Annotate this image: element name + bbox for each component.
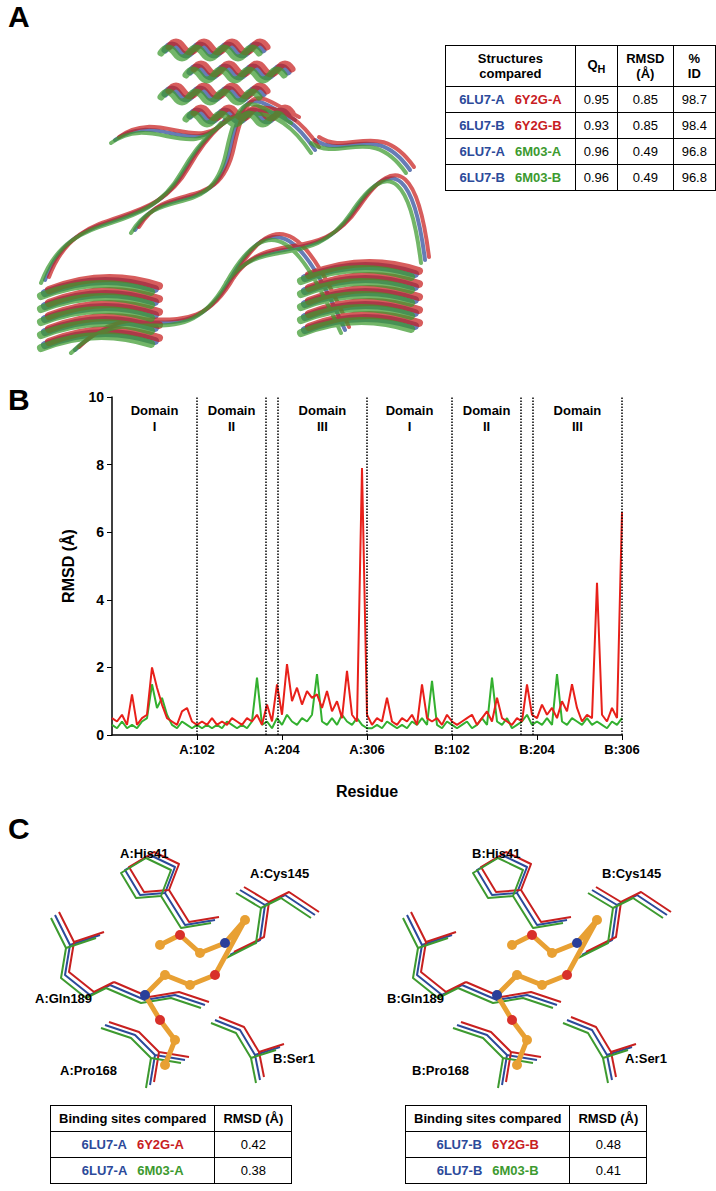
- html-text:6LU7-A: 6LU7-A: [81, 1137, 127, 1152]
- html-text:Binding sites compared: Binding sites compared: [59, 1111, 207, 1126]
- html-text:0.49: 0.49: [632, 170, 658, 185]
- svg-text:Domain: Domain: [131, 403, 179, 418]
- html-text:98.4: 98.4: [681, 118, 707, 133]
- svg-text:I: I: [153, 419, 157, 434]
- html-text:6LU7-B: 6LU7-B: [436, 1137, 482, 1152]
- svg-text:Residue: Residue: [336, 783, 398, 800]
- html-text:6Y2G-B: 6Y2G-B: [514, 118, 562, 133]
- svg-text:B:Gln189: B:Gln189: [387, 991, 444, 1006]
- svg-text:Domain: Domain: [463, 403, 511, 418]
- html-text:RMSD (Å): RMSD (Å): [223, 1111, 284, 1126]
- svg-text:10: 10: [88, 389, 104, 405]
- html-text:0.38: 0.38: [240, 1163, 266, 1178]
- svg-text:II: II: [228, 419, 235, 434]
- html-text:0.85: 0.85: [632, 92, 658, 107]
- svg-text:RMSD (Å): RMSD (Å): [59, 529, 77, 603]
- html-text:6Y2G-B: 6Y2G-B: [492, 1137, 539, 1152]
- svg-text:I: I: [408, 419, 412, 434]
- svg-text:2: 2: [96, 659, 104, 675]
- html-text:6LU7-A: 6LU7-A: [459, 92, 505, 107]
- svg-text:B:Ser1: B:Ser1: [273, 1051, 315, 1066]
- html-text:0.95: 0.95: [583, 92, 609, 107]
- svg-text:8: 8: [96, 457, 104, 473]
- html-text:QH: QH: [587, 57, 606, 75]
- html-text:6Y2G-A: 6Y2G-A: [137, 1137, 184, 1152]
- svg-text:III: III: [572, 419, 583, 434]
- svg-text:II: II: [483, 419, 490, 434]
- svg-text:B:Cys145: B:Cys145: [602, 866, 661, 881]
- html-text:0.41: 0.41: [595, 1163, 621, 1178]
- html-text:A: A: [8, 0, 30, 33]
- html-text:6Y2G-A: 6Y2G-A: [514, 92, 562, 107]
- html-text:6M03-A: 6M03-A: [137, 1163, 184, 1178]
- html-text:6M03-A: 6M03-A: [515, 144, 562, 159]
- html-text:6LU7-B: 6LU7-B: [459, 170, 505, 185]
- html-text:0.48: 0.48: [595, 1137, 621, 1152]
- html-text:B: B: [8, 383, 30, 416]
- svg-text:6: 6: [96, 524, 104, 540]
- svg-text:B:306: B:306: [604, 742, 639, 757]
- html-text:0.85: 0.85: [632, 118, 658, 133]
- html-text:6LU7-B: 6LU7-B: [436, 1163, 483, 1178]
- svg-text:A:Pro168: A:Pro168: [60, 1063, 117, 1078]
- html-text:96.8: 96.8: [681, 170, 707, 185]
- svg-text:Domain: Domain: [299, 403, 347, 418]
- svg-text:A:204: A:204: [264, 742, 300, 757]
- svg-text:Domain: Domain: [208, 403, 256, 418]
- html-text:6LU7-A: 6LU7-A: [459, 144, 505, 159]
- svg-text:B:Pro168: B:Pro168: [412, 1063, 469, 1078]
- html-text:RMSD (Å): RMSD (Å): [626, 51, 665, 81]
- html-text:% ID: % ID: [687, 51, 701, 81]
- html-text:0.96: 0.96: [583, 170, 609, 185]
- html-text:98.7: 98.7: [681, 92, 707, 107]
- html-text:0.93: 0.93: [583, 118, 609, 133]
- svg-text:A:Gln189: A:Gln189: [35, 991, 92, 1006]
- html-text:0.42: 0.42: [240, 1137, 266, 1152]
- html-text:0.96: 0.96: [583, 144, 609, 159]
- html-text:6M03-B: 6M03-B: [492, 1163, 539, 1178]
- svg-text:A:His41: A:His41: [120, 846, 168, 861]
- svg-text:Domain: Domain: [386, 403, 434, 418]
- svg-text:0: 0: [96, 727, 104, 743]
- html-text:96.8: 96.8: [681, 144, 707, 159]
- svg-text:B:204: B:204: [519, 742, 555, 757]
- svg-text:B:His41: B:His41: [472, 846, 520, 861]
- svg-text:B:102: B:102: [434, 742, 469, 757]
- html-text:RMSD (Å): RMSD (Å): [578, 1111, 639, 1126]
- html-text:C: C: [8, 812, 30, 845]
- svg-text:A:306: A:306: [349, 742, 384, 757]
- html-text:Binding sites compared: Binding sites compared: [414, 1111, 562, 1126]
- html-text:6M03-B: 6M03-B: [515, 170, 562, 185]
- svg-text:A:Ser1: A:Ser1: [625, 1051, 667, 1066]
- html-text:Structures compared: Structures compared: [477, 51, 543, 81]
- svg-text:Domain: Domain: [554, 403, 602, 418]
- html-text:6LU7-B: 6LU7-B: [459, 118, 505, 133]
- svg-text:A:Cys145: A:Cys145: [250, 866, 309, 881]
- html-text:6LU7-A: 6LU7-A: [81, 1163, 128, 1178]
- html-text:0.49: 0.49: [632, 144, 658, 159]
- svg-text:4: 4: [96, 592, 104, 608]
- svg-text:A:102: A:102: [179, 742, 214, 757]
- svg-text:III: III: [317, 419, 328, 434]
